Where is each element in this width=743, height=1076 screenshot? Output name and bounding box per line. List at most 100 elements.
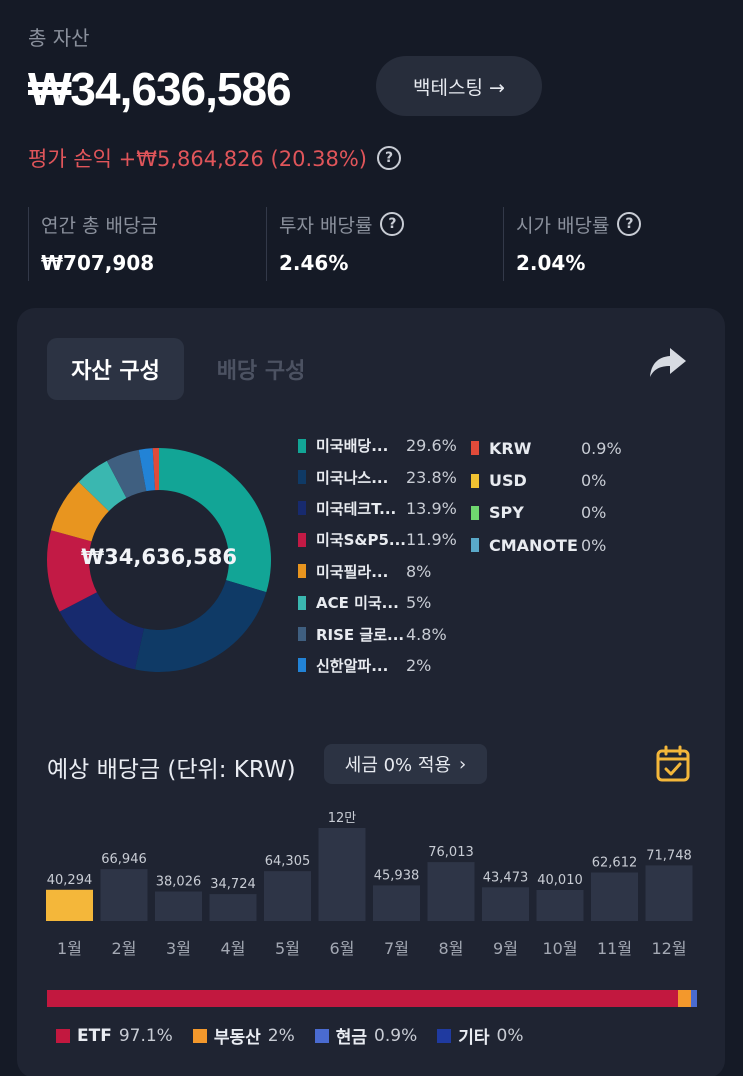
dividend-bar[interactable] (373, 885, 420, 921)
legend-item: ACE 미국... 5% (298, 587, 457, 618)
donut-slice (138, 448, 156, 492)
legend-swatch (298, 438, 306, 453)
legend-name: 미국필라... (316, 562, 389, 581)
calendar-check-icon[interactable] (655, 745, 691, 783)
dividend-bar[interactable] (264, 871, 311, 921)
monthly-dividend-bar-chart: 40,294 1월 66,946 2월 38,026 3월 34,724 4월 64,305 5월… (46, 811, 693, 958)
dividend-bar[interactable] (482, 887, 529, 921)
chevron-right-icon: › (459, 753, 467, 775)
donut-slice (106, 449, 147, 499)
legend-swatch (298, 564, 306, 579)
month-tick-label: 11월 (597, 939, 632, 958)
composition-percent: 97.1% (118, 1025, 173, 1046)
legend-percent: 8% (406, 561, 432, 581)
composition-legend-item: 기타 0% (437, 1023, 524, 1048)
composition-legend-item: 부동산 2% (192, 1023, 295, 1048)
month-tick-label: 12월 (651, 939, 686, 958)
help-icon[interactable]: ? (377, 146, 402, 170)
legend-name: RISE 글로... (316, 625, 405, 644)
bar-value-label: 62,612 (592, 855, 638, 870)
month-tick-label: 6월 (330, 939, 355, 958)
legend-name: USD (489, 471, 527, 491)
month-tick-label: 9월 (493, 939, 518, 958)
bar-value-label: 43,473 (483, 870, 529, 885)
legend-item: USD 0% (471, 464, 622, 496)
dividend-bar[interactable] (100, 869, 148, 921)
legend-item: 신한알파... 2% (298, 650, 457, 681)
legend-item: RISE 글로... 4.8% (298, 618, 457, 649)
total-assets-label: 총 자산 (28, 26, 90, 50)
legend-percent: 29.6% (406, 436, 457, 456)
legend-name: 미국나스... (316, 468, 389, 487)
tab-dividend-composition[interactable]: 배당 구성 (216, 359, 306, 384)
legend-name: CMANOTE (489, 535, 578, 555)
asset-type-legend: ETF 97.1% 부동산 2% 현금 0.9% 기타 0% (56, 1023, 524, 1048)
legend-item: 미국필라... 8% (298, 556, 457, 587)
legend-swatch (298, 627, 306, 642)
donut-slice (152, 448, 159, 491)
composition-name: 현금 (335, 1028, 368, 1048)
stat-label: 투자 배당률 (279, 214, 373, 237)
tab-asset-composition[interactable]: 자산 구성 (47, 338, 184, 400)
total-assets-value: ₩34,636,586 (28, 63, 292, 115)
dividend-bar[interactable] (427, 862, 475, 921)
composition-name: 부동산 (213, 1028, 261, 1048)
composition-swatch (56, 1028, 70, 1043)
portfolio-card (17, 308, 725, 1076)
dividend-bar[interactable] (155, 891, 202, 921)
legend-swatch (471, 473, 479, 488)
legend-percent: 0% (581, 503, 607, 523)
legend-swatch (298, 470, 306, 485)
month-tick-label: 1월 (57, 939, 82, 958)
dividend-bar[interactable] (318, 828, 366, 921)
legend-swatch (471, 505, 479, 520)
bar-value-label: 45,938 (374, 868, 420, 883)
month-tick-label: 4월 (221, 939, 246, 958)
composition-segment (47, 990, 679, 1007)
donut-slice (46, 530, 97, 612)
legend-item: 미국테크T... 13.9% (298, 493, 457, 524)
bar-value-label: 40,294 (47, 873, 93, 888)
legend-swatch (298, 658, 306, 673)
legend-name: KRW (489, 438, 532, 458)
month-tick-label: 5월 (275, 939, 300, 958)
pnl-text: 평가 손익 +₩5,864,826 (20.38%) (28, 147, 368, 171)
dividend-bar[interactable] (645, 865, 693, 921)
composition-name: 기타 (458, 1028, 490, 1048)
bar-value-label: 71,748 (646, 848, 692, 863)
bar-value-label: 12만 (328, 811, 357, 826)
pnl-row: 평가 손익 +₩5,864,826 (20.38%) ? (28, 143, 402, 173)
dividend-bar[interactable] (536, 889, 584, 921)
legend-percent: 0.9% (581, 438, 622, 458)
composition-swatch (314, 1028, 329, 1043)
dividend-bar[interactable] (209, 894, 257, 921)
legend-name: 신한알파... (316, 656, 389, 675)
donut-slice (159, 448, 271, 593)
composition-swatch (192, 1028, 207, 1043)
legend-percent: 11.9% (406, 530, 457, 550)
bar-value-label: 66,946 (101, 852, 147, 867)
legend-name: 미국S&P5... (316, 531, 406, 550)
donut-slice (51, 481, 109, 542)
composition-percent: 0% (496, 1025, 524, 1046)
legend-swatch (471, 538, 479, 553)
legend-swatch (298, 532, 306, 547)
backtest-button[interactable]: 백테스팅 → (376, 56, 542, 116)
month-tick-label: 2월 (112, 939, 137, 958)
legend-swatch (298, 595, 306, 610)
tax-rate-label: 세금 0% 적용 (344, 755, 452, 776)
tax-rate-button[interactable]: 세금 0% 적용 › (324, 744, 487, 784)
month-tick-label: 3월 (166, 939, 191, 958)
donut-legend-right: KRW 0.9% USD 0% SPY 0% CMANOTE 0% (471, 432, 622, 562)
composition-legend-item: ETF 97.1% (56, 1023, 173, 1048)
help-icon[interactable]: ? (617, 212, 642, 236)
stat-annual-dividend: 연간 총 배당금 ₩707,908 (28, 207, 158, 281)
help-icon[interactable]: ? (380, 212, 405, 236)
dividend-bar[interactable] (591, 872, 638, 921)
legend-percent: 4.8% (406, 624, 447, 644)
composition-swatch (437, 1028, 452, 1043)
bar-value-label: 76,013 (428, 845, 474, 860)
dividend-bar[interactable] (46, 889, 93, 921)
composition-segment (691, 990, 697, 1007)
share-icon[interactable] (648, 346, 688, 380)
